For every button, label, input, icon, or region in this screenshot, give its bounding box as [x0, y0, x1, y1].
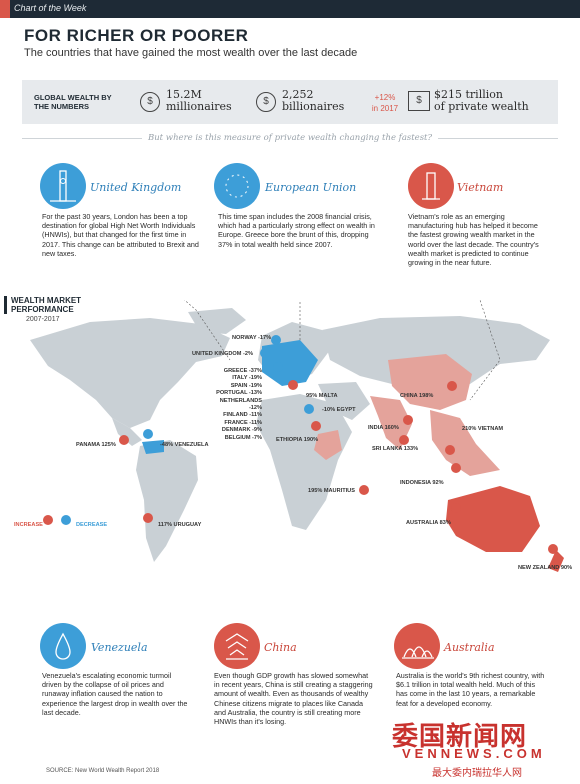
eu-item: FRANCE -11%	[224, 419, 262, 426]
stats-label: GLOBAL WEALTH BY THE NUMBERS	[34, 93, 112, 111]
billionaires-unit: billionaires	[282, 100, 345, 113]
millionaires-value: 15.2M	[166, 88, 202, 101]
label-new-zealand: NEW ZEALAND 90%	[518, 565, 573, 571]
europe-region	[262, 340, 318, 386]
world-map	[30, 300, 564, 572]
eu-item: DENMARK -9%	[221, 427, 262, 434]
watermark-title: 委国新闻网	[392, 721, 528, 751]
billionaires-value: 2,252	[282, 88, 314, 101]
vietnam-text: Vietnam's role as an emerging manufactur…	[408, 212, 539, 268]
china-region	[388, 354, 472, 410]
central-america-shape	[112, 418, 142, 446]
label-venezuela: -48% VENEZUELA	[160, 442, 209, 448]
oil-drop-icon	[40, 623, 86, 669]
uk-title: United Kingdom	[90, 181, 182, 194]
eu-list: GREECE -37% ITALY -19% SPAIN -19% PORTUG…	[206, 368, 262, 442]
uk-text: For the past 30 years, London has been a…	[42, 212, 199, 258]
southeast-asia-region	[430, 410, 500, 476]
millionaire-icon: $	[140, 92, 160, 112]
eu-item: FINLAND -11%	[223, 412, 262, 419]
watermark-url: VENNEWS.COM	[402, 746, 546, 761]
wealth-value: $215 trillion	[434, 88, 503, 101]
wealth-box-icon: $	[408, 91, 430, 111]
brand-bar: Chart of the Week	[0, 0, 580, 18]
opera-house-icon	[394, 623, 440, 669]
eu-item: ITALY -19%	[232, 375, 262, 382]
source-note: SOURCE: New World Wealth Report 2018	[46, 768, 160, 774]
legend-decrease: DECREASE	[76, 522, 108, 528]
eu-text: This time span includes the 2008 financi…	[218, 212, 375, 249]
south-america-shape	[136, 440, 198, 562]
label-india: INDIA 160%	[368, 425, 399, 431]
connector-lines	[184, 300, 501, 401]
russia-asia-shape	[322, 316, 550, 390]
eu-item: NETHERLANDS -12%	[219, 397, 262, 412]
decrease-pins	[61, 335, 314, 525]
label-uk: UNITED KINGDOM -2%	[192, 351, 253, 357]
brand-chevron	[0, 0, 10, 18]
growth-pct: +12%	[374, 93, 396, 102]
label-norway: NORWAY -17%	[232, 335, 272, 341]
vietnam-title: Vietnam	[457, 181, 504, 194]
increase-pins	[43, 380, 558, 554]
legend-increase: INCREASE	[14, 522, 43, 528]
landmark-tower-icon	[408, 163, 454, 209]
label-uruguay: 117% URUGUAY	[158, 522, 202, 528]
label-mauritius: 195% MAURITIUS	[308, 488, 355, 494]
australia-title: Australia	[444, 641, 495, 654]
label-panama: PANAMA 125%	[76, 442, 116, 448]
label-china: CHINA 198%	[400, 393, 434, 399]
eu-title: European Union	[265, 181, 357, 194]
label-sri-lanka: SRI LANKA 133%	[372, 446, 419, 452]
label-egypt: -10% EGYPT	[322, 407, 356, 413]
wealth-unit: of private wealth	[434, 100, 529, 113]
global-wealth-stats: GLOBAL WEALTH BY THE NUMBERS $ 15.2M mil…	[22, 80, 558, 124]
page-subtitle: The countries that have gained the most …	[24, 47, 358, 59]
venezuela-text: Venezuela's escalating economic turmoil …	[42, 671, 188, 717]
map-period: 2007-2017	[26, 316, 60, 323]
map-title-line2: PERFORMANCE	[11, 305, 74, 314]
millionaires-unit: millionaires	[166, 100, 232, 113]
china-title: China	[264, 641, 297, 654]
eu-stars-icon	[214, 163, 260, 209]
venezuela-region	[142, 440, 164, 454]
big-ben-icon	[40, 163, 86, 209]
map-title: WEALTH MARKET PERFORMANCE	[4, 296, 81, 314]
growth-year: in 2017	[371, 104, 399, 113]
watermark-tagline: 最大委内瑞拉华人网	[432, 768, 522, 779]
eu-item: GREECE -37%	[223, 368, 262, 374]
pagoda-icon	[214, 623, 260, 669]
label-malta: 95% MALTA	[306, 393, 338, 399]
venezuela-title: Venezuela	[91, 641, 148, 654]
china-text: Even though GDP growth has slowed somewh…	[214, 671, 373, 727]
middle-east-shape	[318, 382, 370, 420]
divider-right	[438, 138, 558, 139]
australia-region	[446, 486, 540, 552]
billionaire-icon: $	[256, 92, 276, 112]
greenland-shape	[188, 308, 246, 334]
label-indonesia: INDONESIA 92%	[400, 480, 444, 486]
section-question: But where is this measure of private wea…	[147, 133, 433, 143]
eu-item: SPAIN -19%	[230, 382, 262, 389]
divider-left	[22, 138, 142, 139]
australia-text: Australia is the world's 9th richest cou…	[396, 671, 545, 708]
label-vietnam: 210% VIETNAM	[462, 426, 504, 432]
eu-item: BELGIUM -7%	[224, 434, 262, 441]
africa-shape	[256, 394, 352, 530]
north-america-shape	[30, 318, 230, 428]
label-australia: AUSTRALIA 83%	[406, 520, 451, 526]
label-ethiopia: ETHIOPIA 190%	[276, 437, 319, 443]
map-title-line1: WEALTH MARKET	[11, 296, 82, 305]
ethiopia-region	[314, 430, 342, 460]
eu-item: PORTUGAL -13%	[216, 390, 262, 397]
page-title: FOR RICHER OR POORER	[24, 26, 249, 45]
chart-of-week-tag: Chart of the Week	[14, 3, 87, 13]
new-zealand-region	[548, 550, 564, 572]
